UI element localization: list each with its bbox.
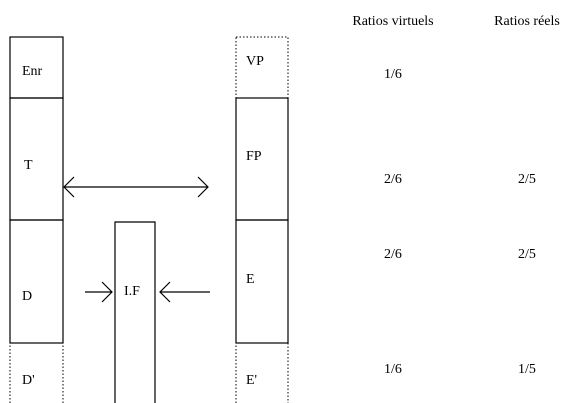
ratio-real: 2/5 [518,247,536,262]
arrow-e-if [159,281,210,303]
label: E' [246,373,257,388]
label: T [24,158,33,173]
arrow-d-if [85,281,113,303]
box-if [114,221,156,403]
box-fp [235,97,289,221]
label: I.F [124,284,140,299]
label: D' [22,373,35,388]
label: FP [246,149,262,164]
label: E [246,272,255,287]
ratio-real: 1/5 [518,362,536,377]
box-vp [235,36,289,99]
double-arrow [63,176,209,198]
ratio-virtual: 1/6 [384,362,402,377]
ratio-real: 2/5 [518,172,536,187]
ratio-virtual: 2/6 [384,247,402,262]
header: Ratios réels [494,14,560,29]
label: D [22,289,32,304]
ratio-rows: 1/6 2/6 2/5 2/6 2/5 1/6 1/5 [384,67,536,377]
ratio-virtual: 1/6 [384,67,402,82]
label: VP [246,54,264,69]
header: Ratios virtuels [352,14,433,29]
box-e [235,219,289,344]
box-e-prime [235,342,289,403]
box-d [9,219,64,344]
box-d-prime [9,342,64,403]
box-t [9,97,64,221]
label: Enr [22,64,43,79]
ratio-virtual: 2/6 [384,172,402,187]
